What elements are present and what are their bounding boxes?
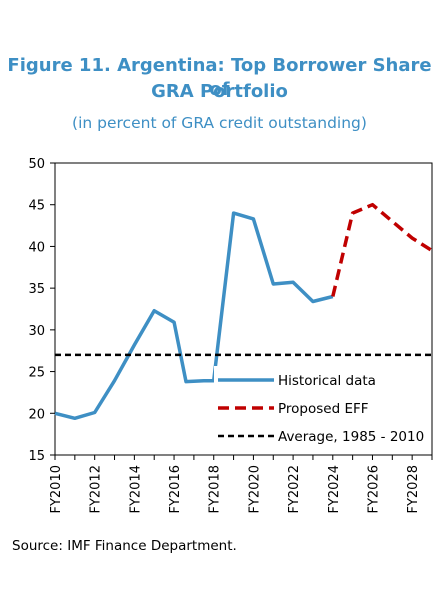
legend-proposed-label: Proposed EFF — [278, 401, 369, 417]
y-tick-label: 40 — [28, 240, 45, 255]
y-tick-label: 35 — [28, 282, 45, 297]
x-tick-label: FY2022 — [287, 465, 302, 514]
source-note: Source: IMF Finance Department. — [12, 538, 237, 554]
x-tick-label: FY2012 — [89, 465, 104, 514]
x-tick-label: FY2026 — [366, 465, 381, 514]
y-tick-label: 50 — [28, 157, 45, 172]
y-tick-label: 20 — [28, 407, 45, 422]
y-tick-label: 15 — [28, 449, 45, 464]
chart-title-line2: GRA Portfolio — [151, 81, 288, 102]
plot-frame — [54, 162, 433, 456]
x-tick-label: FY2024 — [327, 465, 342, 514]
x-tick-label: FY2016 — [168, 465, 183, 514]
y-tick-label: 30 — [28, 324, 45, 339]
x-tick-label: FY2028 — [406, 465, 421, 514]
legend-historical-label: Historical data — [278, 373, 376, 389]
legend-average-label: Average, 1985 - 2010 — [278, 429, 424, 445]
x-tick-label: FY2014 — [128, 465, 143, 514]
x-tick-label: FY2010 — [49, 465, 64, 514]
chart-subtitle: (in percent of GRA credit outstanding) — [72, 114, 367, 132]
proposed-eff-line — [331, 202, 433, 297]
x-tick-label: FY2020 — [247, 465, 262, 514]
y-tick-label: 45 — [28, 199, 45, 214]
y-tick-label: 25 — [28, 366, 45, 381]
x-tick-label: FY2018 — [208, 465, 223, 514]
chart-title-line1: Figure 11. Argentina: Top Borrower Share… — [7, 55, 432, 100]
historical-data-line — [54, 211, 334, 421]
